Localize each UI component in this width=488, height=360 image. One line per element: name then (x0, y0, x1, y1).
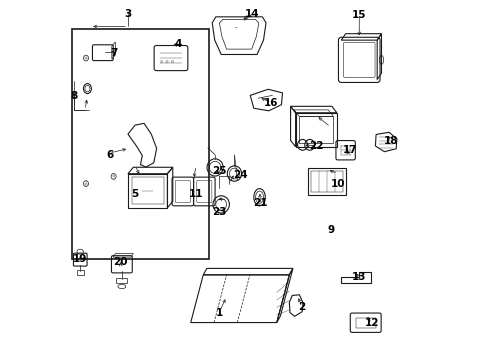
Text: 18: 18 (384, 136, 398, 145)
Text: 14: 14 (244, 9, 259, 19)
Text: 3: 3 (124, 9, 131, 19)
Text: 13: 13 (351, 272, 366, 282)
Text: 24: 24 (233, 170, 248, 180)
Text: 23: 23 (212, 207, 226, 217)
Text: 17: 17 (342, 144, 357, 154)
Text: 20: 20 (113, 257, 128, 267)
Bar (128, 174, 167, 208)
Text: 25: 25 (212, 166, 226, 176)
Bar (77, 270, 83, 275)
Bar (72, 30, 208, 259)
Text: 7: 7 (110, 48, 117, 58)
Text: 19: 19 (73, 254, 87, 264)
Bar (116, 278, 127, 283)
Text: 22: 22 (308, 141, 323, 151)
Text: 10: 10 (330, 179, 344, 189)
Text: 15: 15 (351, 10, 366, 20)
Text: -: - (234, 24, 236, 31)
Bar (307, 168, 345, 195)
Bar (310, 171, 342, 192)
Text: 11: 11 (188, 189, 203, 199)
Text: 6: 6 (106, 150, 113, 160)
Text: 8: 8 (70, 91, 78, 101)
Text: 21: 21 (253, 198, 267, 208)
Bar (295, 113, 336, 147)
Bar (299, 116, 333, 143)
Text: 2: 2 (298, 302, 305, 312)
Text: 9: 9 (326, 225, 333, 235)
Text: 12: 12 (364, 319, 378, 328)
Text: 1: 1 (215, 308, 223, 318)
Bar (355, 318, 375, 328)
Text: 5: 5 (131, 189, 139, 199)
Bar (131, 177, 163, 204)
Text: 4: 4 (174, 39, 182, 49)
Text: 16: 16 (264, 98, 278, 108)
